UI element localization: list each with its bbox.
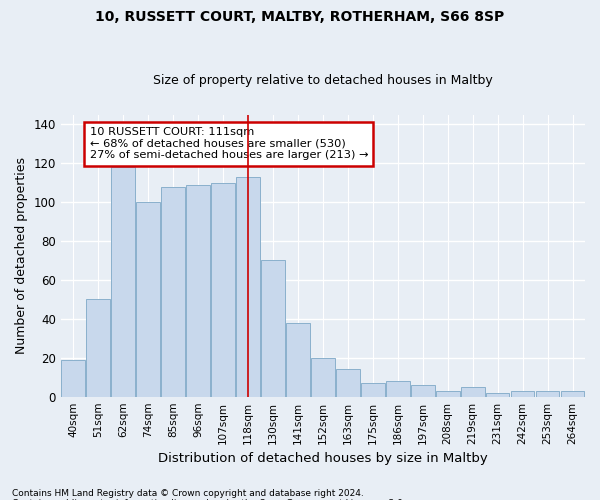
- Bar: [436, 391, 460, 396]
- Bar: [386, 381, 410, 396]
- Y-axis label: Number of detached properties: Number of detached properties: [15, 157, 28, 354]
- Bar: [261, 260, 285, 396]
- Text: 10, RUSSETT COURT, MALTBY, ROTHERHAM, S66 8SP: 10, RUSSETT COURT, MALTBY, ROTHERHAM, S6…: [95, 10, 505, 24]
- Text: Contains public sector information licensed under the Open Government Licence v3: Contains public sector information licen…: [12, 498, 406, 500]
- Bar: [211, 182, 235, 396]
- Title: Size of property relative to detached houses in Maltby: Size of property relative to detached ho…: [153, 74, 493, 87]
- Bar: [560, 391, 584, 396]
- Bar: [461, 387, 485, 396]
- Bar: [361, 383, 385, 396]
- Text: Contains HM Land Registry data © Crown copyright and database right 2024.: Contains HM Land Registry data © Crown c…: [12, 488, 364, 498]
- Bar: [311, 358, 335, 397]
- Text: 10 RUSSETT COURT: 111sqm
← 68% of detached houses are smaller (530)
27% of semi-: 10 RUSSETT COURT: 111sqm ← 68% of detach…: [89, 128, 368, 160]
- Bar: [486, 393, 509, 396]
- Bar: [511, 391, 535, 396]
- Bar: [61, 360, 85, 397]
- Bar: [161, 186, 185, 396]
- Bar: [136, 202, 160, 396]
- Bar: [411, 385, 434, 396]
- Bar: [336, 370, 360, 396]
- Bar: [536, 391, 559, 396]
- Bar: [112, 167, 135, 396]
- Bar: [86, 300, 110, 396]
- Bar: [286, 322, 310, 396]
- Bar: [236, 177, 260, 396]
- Bar: [186, 184, 210, 396]
- X-axis label: Distribution of detached houses by size in Maltby: Distribution of detached houses by size …: [158, 452, 488, 465]
